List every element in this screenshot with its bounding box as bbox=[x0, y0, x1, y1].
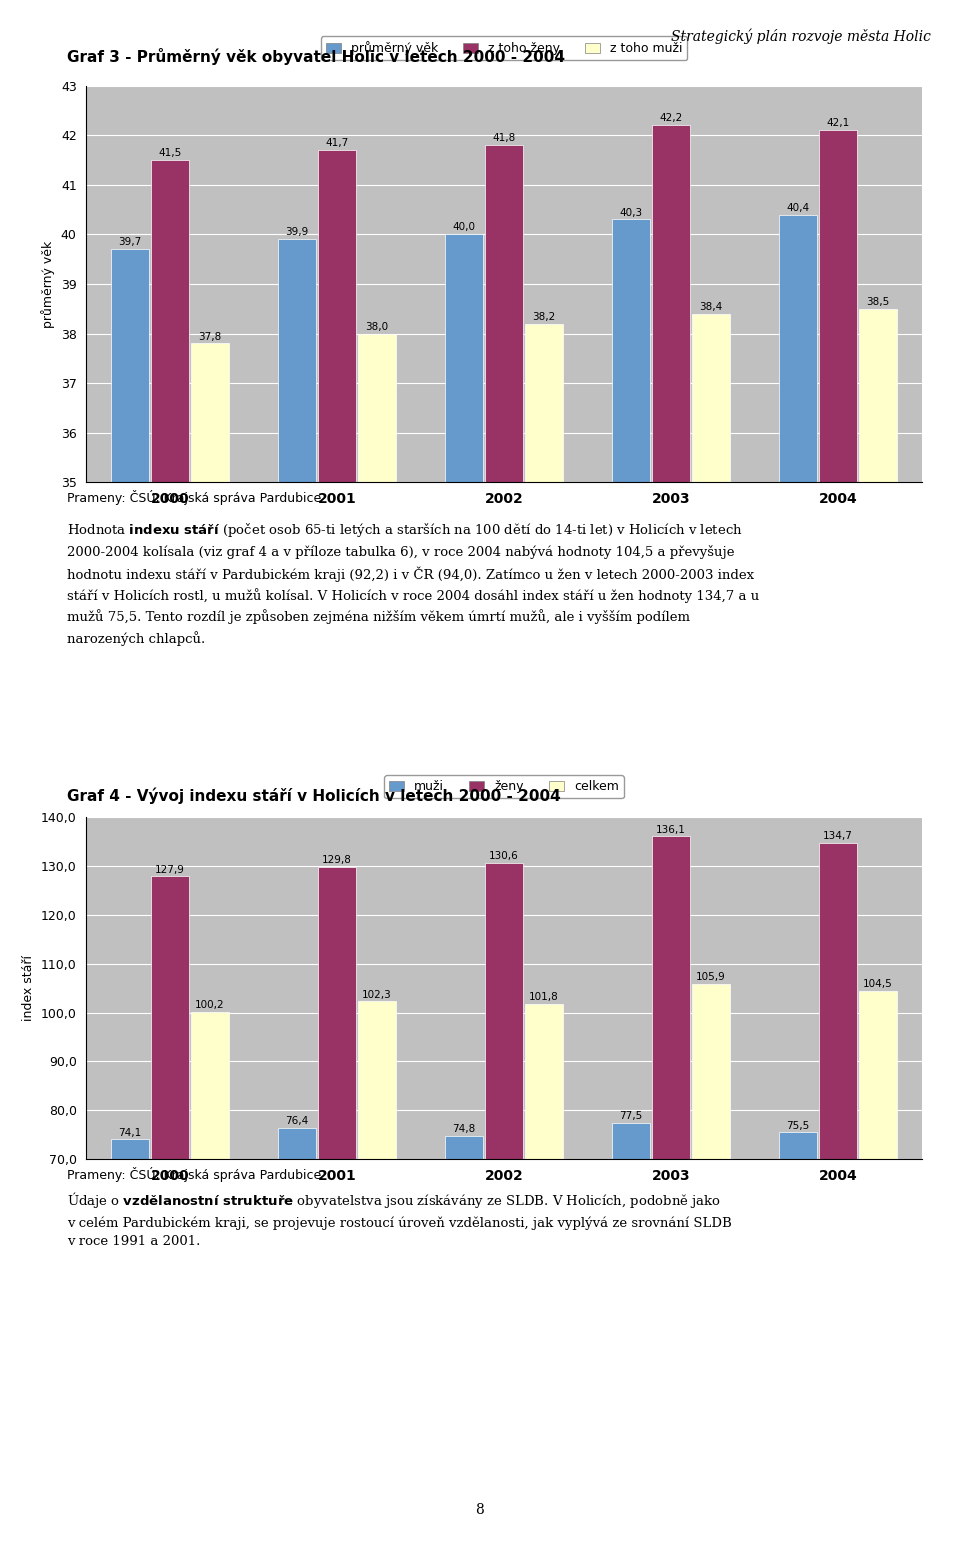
Text: 77,5: 77,5 bbox=[619, 1111, 642, 1120]
Text: 38,4: 38,4 bbox=[700, 302, 723, 311]
Text: 100,2: 100,2 bbox=[195, 1001, 225, 1010]
Bar bbox=[445, 235, 483, 1556]
Legend: průměrný věk, z toho ženy, z toho muži: průměrný věk, z toho ženy, z toho muži bbox=[321, 36, 687, 61]
Bar bbox=[525, 324, 563, 1556]
Text: 74,1: 74,1 bbox=[118, 1128, 141, 1137]
Text: 74,8: 74,8 bbox=[452, 1125, 475, 1134]
Y-axis label: index stáří: index stáří bbox=[22, 955, 36, 1021]
Bar bbox=[358, 333, 396, 1556]
Bar bbox=[612, 1122, 650, 1502]
Bar bbox=[151, 876, 189, 1502]
Text: 134,7: 134,7 bbox=[823, 831, 853, 842]
Bar bbox=[692, 314, 730, 1556]
Text: Strategický plán rozvoje města Holic: Strategický plán rozvoje města Holic bbox=[671, 28, 931, 44]
Text: 39,7: 39,7 bbox=[118, 237, 141, 247]
Text: Prameny: ČSÚ, Krajská správa Pardubice: Prameny: ČSÚ, Krajská správa Pardubice bbox=[67, 1167, 322, 1183]
Text: Hodnota $\bf{indexu\ stáří}$ (počet osob 65-ti letých a starších na 100 dětí do : Hodnota $\bf{indexu\ stáří}$ (počet osob… bbox=[67, 521, 759, 646]
Bar bbox=[612, 219, 650, 1556]
Bar bbox=[485, 864, 523, 1502]
Text: 39,9: 39,9 bbox=[285, 227, 308, 238]
Bar bbox=[191, 344, 228, 1556]
Bar bbox=[525, 1004, 563, 1502]
Text: 40,3: 40,3 bbox=[619, 207, 642, 218]
Bar bbox=[318, 867, 356, 1502]
Bar bbox=[780, 215, 817, 1556]
Bar bbox=[151, 160, 189, 1556]
Text: 76,4: 76,4 bbox=[285, 1117, 308, 1127]
Text: 38,2: 38,2 bbox=[533, 311, 556, 322]
Bar bbox=[358, 1001, 396, 1502]
Bar bbox=[191, 1011, 228, 1502]
Text: 8: 8 bbox=[475, 1503, 485, 1517]
Bar bbox=[692, 983, 730, 1502]
Text: 42,2: 42,2 bbox=[660, 114, 683, 123]
Text: Prameny: ČSÚ, Krajská správa Pardubice: Prameny: ČSÚ, Krajská správa Pardubice bbox=[67, 490, 322, 506]
Bar bbox=[859, 991, 897, 1502]
Text: 40,4: 40,4 bbox=[786, 202, 809, 213]
Text: Graf 4 - Vývoj indexu stáří v Holicích v letech 2000 - 2004: Graf 4 - Vývoj indexu stáří v Holicích v… bbox=[67, 787, 561, 804]
Text: 136,1: 136,1 bbox=[656, 825, 686, 834]
Bar bbox=[819, 131, 857, 1556]
Text: 41,5: 41,5 bbox=[158, 148, 181, 159]
Text: 75,5: 75,5 bbox=[786, 1120, 809, 1131]
Y-axis label: průměrný věk: průměrný věk bbox=[41, 240, 56, 328]
Bar bbox=[445, 1136, 483, 1502]
Text: 104,5: 104,5 bbox=[863, 979, 893, 990]
Text: 37,8: 37,8 bbox=[199, 331, 222, 341]
Bar bbox=[859, 308, 897, 1556]
Text: 101,8: 101,8 bbox=[529, 993, 559, 1002]
Text: 105,9: 105,9 bbox=[696, 972, 726, 982]
Text: 38,0: 38,0 bbox=[366, 322, 389, 331]
Text: 41,8: 41,8 bbox=[492, 134, 516, 143]
Text: Údaje o $\bf{vzdělanostní\ struktuře}$ obyvatelstva jsou získávány ze SLDB. V Ho: Údaje o $\bf{vzdělanostní\ struktuře}$ o… bbox=[67, 1190, 732, 1248]
Legend: muži, ženy, celkem: muži, ženy, celkem bbox=[384, 775, 624, 798]
Bar bbox=[318, 149, 356, 1556]
Bar bbox=[780, 1133, 817, 1502]
Text: 102,3: 102,3 bbox=[362, 990, 392, 1001]
Text: 42,1: 42,1 bbox=[827, 118, 850, 128]
Bar bbox=[485, 145, 523, 1556]
Text: Graf 3 - Průměrný věk obyvatel Holic v letech 2000 - 2004: Graf 3 - Průměrný věk obyvatel Holic v l… bbox=[67, 48, 565, 65]
Bar bbox=[278, 240, 316, 1556]
Text: 41,7: 41,7 bbox=[325, 138, 348, 148]
Text: 38,5: 38,5 bbox=[867, 297, 890, 307]
Bar bbox=[819, 843, 857, 1502]
Text: 127,9: 127,9 bbox=[155, 865, 185, 874]
Bar bbox=[652, 126, 690, 1556]
Bar bbox=[111, 1139, 149, 1502]
Bar bbox=[278, 1128, 316, 1502]
Bar bbox=[652, 836, 690, 1502]
Text: 129,8: 129,8 bbox=[322, 856, 352, 865]
Text: 40,0: 40,0 bbox=[452, 223, 475, 232]
Text: 130,6: 130,6 bbox=[490, 851, 518, 862]
Bar bbox=[111, 249, 149, 1556]
